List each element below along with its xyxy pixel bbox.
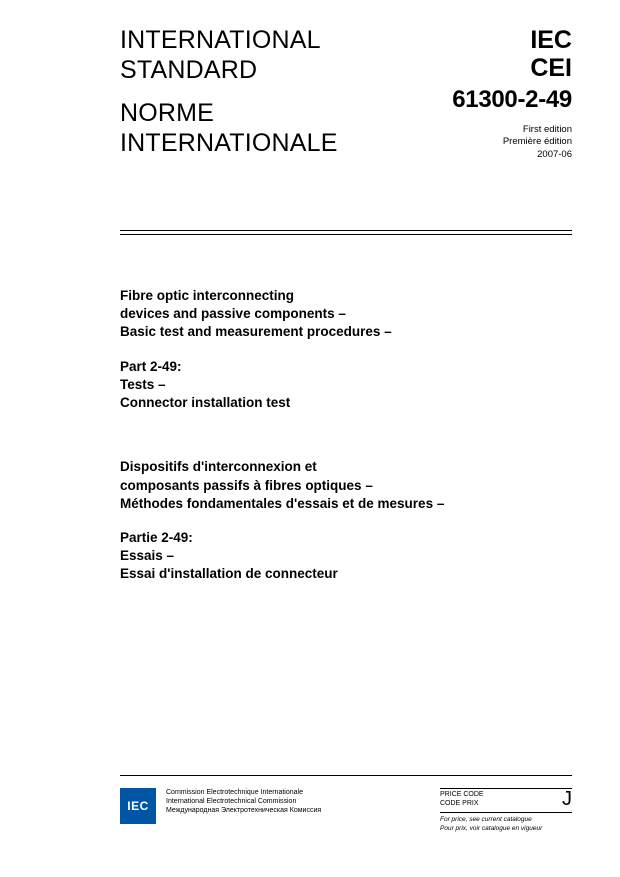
section-divider xyxy=(120,230,572,235)
price-divider xyxy=(440,812,572,813)
title-line: Dispositifs d'interconnexion et xyxy=(120,458,572,476)
edition-date: 2007-06 xyxy=(452,149,572,161)
title-line: devices and passive components – xyxy=(120,305,572,323)
title-line: Tests – xyxy=(120,376,572,394)
org-abbrev: CEI xyxy=(452,54,572,82)
standard-id-block: IEC CEI 61300-2-49 First edition Premièr… xyxy=(452,26,572,161)
title-line: Partie 2-49: xyxy=(120,529,572,547)
title-line: Fibre optic interconnecting xyxy=(120,287,572,305)
footer-divider xyxy=(120,775,572,776)
iec-logo-icon: IEC xyxy=(120,788,156,824)
edition-fr: Première édition xyxy=(452,136,572,148)
title-line: Part 2-49: xyxy=(120,358,572,376)
footer: IEC Commission Electrotechnique Internat… xyxy=(120,775,572,833)
price-label: PRICE CODE xyxy=(440,791,484,799)
commission-names: Commission Electrotechnique Internationa… xyxy=(166,788,430,815)
title-line: Connector installation test xyxy=(120,394,572,412)
logo-text: IEC xyxy=(127,799,149,813)
heading-line: INTERNATIONALE xyxy=(120,129,338,159)
title-line: Méthodes fondamentales d'essais et de me… xyxy=(120,495,572,513)
title-line: Essai d'installation de connecteur xyxy=(120,565,572,583)
heading-line: INTERNATIONAL xyxy=(120,26,338,56)
price-code: J xyxy=(562,789,572,809)
title-block: Fibre optic interconnecting devices and … xyxy=(120,287,572,584)
commission-line: International Electrotechnical Commissio… xyxy=(166,797,430,806)
header: INTERNATIONAL STANDARD NORME INTERNATION… xyxy=(120,26,572,172)
commission-line: Commission Electrotechnique Internationa… xyxy=(166,788,430,797)
price-note-line: For price, see current catalogue xyxy=(440,816,572,824)
price-block: PRICE CODE CODE PRIX J For price, see cu… xyxy=(440,788,572,833)
title-line: Basic test and measurement procedures – xyxy=(120,323,572,341)
org-abbrev: IEC xyxy=(452,26,572,54)
title-line: composants passifs à fibres optiques – xyxy=(120,477,572,495)
edition-en: First edition xyxy=(452,124,572,136)
heading-line: NORME xyxy=(120,99,338,129)
price-label: CODE PRIX xyxy=(440,800,484,808)
title-line: Essais – xyxy=(120,547,572,565)
standard-number: 61300-2-49 xyxy=(452,86,572,114)
commission-line: Международная Электротехническая Комисси… xyxy=(166,806,430,815)
doc-type-heading: INTERNATIONAL STANDARD NORME INTERNATION… xyxy=(120,26,338,172)
price-note-line: Pour prix, voir catalogue en vigueur xyxy=(440,825,572,833)
heading-line: STANDARD xyxy=(120,56,338,86)
